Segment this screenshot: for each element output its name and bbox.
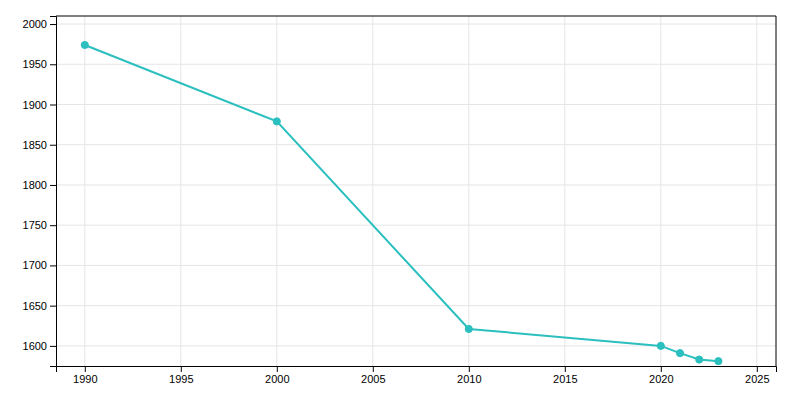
grid <box>56 16 776 366</box>
tick-mark <box>277 366 278 372</box>
point <box>696 356 703 363</box>
grid-line <box>468 16 469 366</box>
tick-mark <box>661 366 662 372</box>
frame <box>56 16 776 17</box>
tick: 2000 <box>265 366 289 385</box>
tick: 2005 <box>361 366 385 385</box>
point <box>465 325 472 332</box>
grid-line <box>180 16 181 366</box>
tick-mark <box>50 185 56 186</box>
line <box>85 45 719 361</box>
tick-label: 1900 <box>23 99 47 111</box>
tick-label: 1800 <box>23 179 47 191</box>
tick-mark <box>181 366 182 372</box>
tick-mark <box>50 225 56 226</box>
grid-line <box>56 64 776 65</box>
grid-line <box>56 144 776 145</box>
tick-mark <box>469 366 470 372</box>
chart: 1990 1995 2000 2005 2010 2015 2020 2025 1600 1650… <box>0 0 800 400</box>
tick: 1700 <box>23 259 56 271</box>
tick-label: 1750 <box>23 219 47 231</box>
point <box>715 358 722 365</box>
grid-line <box>56 184 776 185</box>
frame <box>776 16 777 366</box>
tick-label: 2015 <box>553 373 577 385</box>
tick: 1600 <box>23 340 56 352</box>
tick: 1800 <box>23 179 56 191</box>
grid-line <box>756 16 757 366</box>
tick-mark <box>565 366 566 372</box>
tick-mark <box>50 145 56 146</box>
grid-line <box>56 265 776 266</box>
tick-label: 1700 <box>23 259 47 271</box>
axis-line <box>50 17 57 367</box>
grid-line <box>56 225 776 226</box>
grid-line <box>56 24 776 25</box>
tick-mark <box>50 105 56 106</box>
y-axis: 1600 1650 1700 1750 1800 1850 1900 1950 2000 <box>23 17 57 367</box>
grid-line <box>84 16 85 366</box>
tick-mark <box>50 64 56 65</box>
point <box>273 118 280 125</box>
tick-label: 1950 <box>23 58 47 70</box>
tick: 2020 <box>649 366 673 385</box>
plot: 1990 1995 2000 2005 2010 2015 2020 2025 1600 1650… <box>23 16 777 385</box>
grid-line <box>56 104 776 105</box>
tick-mark <box>50 306 56 307</box>
tick-label: 1600 <box>23 340 47 352</box>
point <box>676 350 683 357</box>
tick-mark <box>85 366 86 372</box>
tick: 2025 <box>745 366 769 385</box>
axis-line <box>57 367 777 373</box>
tick: 2000 <box>23 18 56 30</box>
grid-line <box>372 16 373 366</box>
tick: 1850 <box>23 139 56 151</box>
tick-label: 2020 <box>649 373 673 385</box>
grid-line <box>660 16 661 366</box>
tick: 1950 <box>23 58 56 70</box>
tick-label: 1990 <box>73 373 97 385</box>
tick-mark <box>50 265 56 266</box>
tick-label: 2000 <box>265 373 289 385</box>
tick-label: 1995 <box>169 373 193 385</box>
grid-line <box>564 16 565 366</box>
tick-label: 1850 <box>23 139 47 151</box>
grid-line <box>56 305 776 306</box>
tick-mark <box>373 366 374 372</box>
tick-label: 2000 <box>23 18 47 30</box>
tick-label: 1650 <box>23 300 47 312</box>
tick: 1990 <box>73 366 97 385</box>
tick-label: 2025 <box>745 373 769 385</box>
tick: 1750 <box>23 219 56 231</box>
tick: 1995 <box>169 366 193 385</box>
point <box>657 342 664 349</box>
tick: 1900 <box>23 99 56 111</box>
tick: 1650 <box>23 300 56 312</box>
grid-line <box>56 345 776 346</box>
tick-label: 2010 <box>457 373 481 385</box>
point <box>81 41 88 48</box>
series <box>81 41 722 364</box>
tick: 2010 <box>457 366 481 385</box>
tick: 2015 <box>553 366 577 385</box>
grid-line <box>276 16 277 366</box>
tick-mark <box>50 346 56 347</box>
tick-label: 2005 <box>361 373 385 385</box>
tick-mark <box>757 366 758 372</box>
tick-mark <box>50 24 56 25</box>
x-axis: 1990 1995 2000 2005 2010 2015 2020 2025 <box>57 366 777 385</box>
